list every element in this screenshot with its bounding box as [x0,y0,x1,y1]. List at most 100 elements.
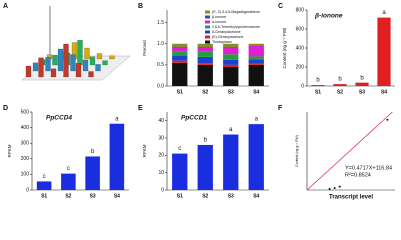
legend-label: 2,6,6-Trimethylcyclohexanone [212,25,260,29]
chart-title: β-ionone [314,13,343,20]
bar [223,134,239,190]
x-tick-label: S4 [381,89,387,95]
fit-line [306,111,393,191]
legend-label: β-ionone [212,15,226,19]
bar-3d [70,54,76,72]
point [386,118,389,121]
legend-swatch [205,30,210,34]
y-tick-label: 300 [21,141,30,147]
y-axis-label: RPKM [7,144,12,157]
bar-segment [248,63,264,65]
bar-segment [248,43,264,46]
y-tick-label: 0 [301,83,304,89]
significance-letter: b [338,77,342,83]
y-tick-label: 0.5 [157,62,164,68]
bar-segment [223,47,239,48]
y-axis-label: Content (ng g⁻¹ FW) [295,135,299,167]
bar-3d [75,63,82,78]
x-tick-label: S4 [253,89,259,95]
bar-segment [223,59,239,65]
bar-segment [197,47,213,48]
y-tick-label: 20 [158,153,164,159]
bar-segment [223,64,239,67]
x-tick-label: S3 [228,193,234,199]
y-tick-label: 400 [296,45,305,51]
bar-segment [223,67,239,86]
significance-letter: a [115,116,119,122]
bar [355,82,369,86]
y-tick-label: 400 [21,125,30,131]
legend-label: α-ionone [212,20,226,24]
bar [377,17,391,87]
x-tick-label: S4 [253,193,259,199]
bar-3d [77,40,83,66]
bar-3d [96,53,103,60]
y-tick-label: 1.5 [157,20,164,26]
significance-letter: c [178,146,181,152]
panel-label: C [278,3,283,10]
bar-3d [88,71,94,78]
y-tick-label: 0 [26,187,29,193]
bar-3d [109,55,115,60]
x-tick-label: S3 [90,193,96,199]
bar-segment [172,47,188,48]
chart-title: PpCCD4 [46,115,72,122]
chart-title: PpCCD1 [181,115,207,122]
panel-label: F [278,105,283,112]
x-tick-label: S4 [114,193,120,199]
legend-swatch [205,35,210,39]
bar [61,173,76,190]
point [333,187,336,190]
y-tick-label: 200 [296,64,305,70]
equation: Y=0.4717X+116.84 [345,165,392,171]
panel-label: D [3,105,8,112]
x-tick-label: S3 [359,89,365,95]
bar-3d [38,57,44,78]
significance-letter: a [255,117,259,123]
bar-3d [63,43,69,78]
y-tick-label: 600 [296,26,305,32]
bar-segment [197,64,213,86]
bar [311,85,325,86]
significance-letter: b [316,78,320,84]
y-tick-label: 40 [158,118,164,124]
bar-segment [248,56,264,60]
bar-segment [172,60,188,63]
legend-swatch [205,20,210,24]
bar-segment [197,43,213,48]
panel-label: A [3,3,8,10]
bar-3d [25,65,32,78]
bar [36,181,52,190]
y-tick-label: 30 [158,135,164,141]
bar-segment [223,54,239,60]
y-tick-label: 10 [158,170,164,176]
bar-3d [50,68,57,78]
bar-3d [95,64,101,72]
legend-swatch [205,15,210,19]
legend-label: Theaspirane [212,40,232,44]
bar-segment [223,43,239,48]
significance-letter: a [229,127,233,133]
y-tick-label: 200 [21,156,30,162]
legend-label: (E)-Geranylacetone [212,35,243,39]
bar-segment [197,63,213,65]
bar-3d [57,48,64,72]
bar-segment [197,48,213,52]
bar [248,124,264,190]
y-tick-label: 0.0 [157,83,164,89]
bar-3d [45,57,51,72]
bar-segment [223,48,239,55]
y-tick-label: 500 [21,109,30,115]
x-tick-label: S1 [41,193,47,199]
r-squared: R²=0.8524 [345,172,371,178]
x-tick-label: S2 [202,193,208,199]
y-tick-label: 100 [21,172,30,178]
point [328,188,331,191]
bar-3d [89,56,96,66]
panel-label: B [138,3,143,10]
bar-3d [84,47,90,60]
y-tick-label: 0 [161,187,164,193]
bar-segment [197,56,213,64]
bar-segment [248,45,264,57]
significance-letter: c [67,166,70,172]
